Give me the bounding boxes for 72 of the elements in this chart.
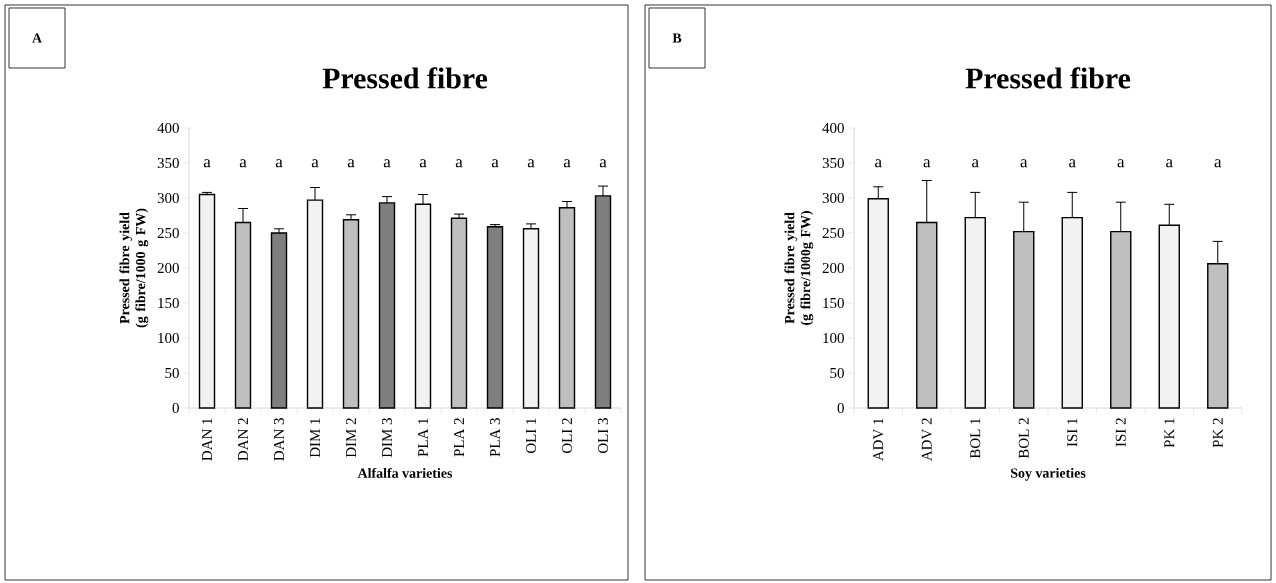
- y-tick-label: 100: [158, 332, 179, 344]
- x-tick-label: BOL 2: [1018, 418, 1029, 459]
- x-tick-label: DAN 1: [202, 418, 212, 461]
- y-tick-label: 0: [837, 402, 844, 414]
- annotation: a: [1069, 159, 1076, 168]
- annotation: a: [563, 159, 571, 168]
- annotation: a: [1020, 159, 1028, 168]
- y-tick-label: 150: [158, 297, 179, 309]
- y-tick-label: 50: [165, 367, 179, 379]
- x-tick-label: DAN 3: [273, 418, 285, 461]
- annotation: a: [239, 159, 247, 168]
- x-tick-label: DIM 3: [381, 418, 393, 458]
- x-tick-label: PK 2: [1212, 418, 1223, 448]
- y-tick-label: 200: [822, 262, 844, 274]
- bar: [450, 217, 468, 409]
- bar: [198, 193, 216, 409]
- annotation: a: [1166, 159, 1173, 168]
- y-tick-label: 250: [157, 227, 179, 239]
- annotation: a: [275, 159, 283, 168]
- annotation: a: [491, 159, 499, 168]
- annotation: a: [875, 159, 882, 168]
- x-tick-label: PLA 1: [418, 418, 428, 457]
- x-tick-label: ISI 1: [1067, 418, 1078, 447]
- y-tick-label: 150: [823, 297, 844, 309]
- annotation: a: [972, 159, 979, 168]
- annotation: a: [1214, 159, 1222, 168]
- x-tick-label: ADV 2: [921, 418, 932, 461]
- bar: [486, 226, 504, 409]
- x-tick-label: DIM 1: [310, 418, 320, 458]
- y-tick-label: 350: [822, 157, 844, 169]
- x-axis-title: Alfalfa varieties: [357, 467, 453, 478]
- text: A: [32, 33, 42, 43]
- x-tick-label: PK 1: [1164, 418, 1175, 448]
- annotation: a: [923, 159, 931, 168]
- annotation: a: [455, 159, 463, 168]
- x-tick-label: ADV 1: [873, 418, 884, 461]
- y-tick-label: 350: [157, 157, 179, 169]
- annotation: a: [599, 159, 607, 168]
- chart-title: Pressed fibre: [322, 67, 488, 89]
- annotation: a: [203, 159, 211, 168]
- x-tick-label: OLI 2: [561, 418, 573, 454]
- bar: [522, 228, 540, 409]
- x-axis-title: Soy varieties: [1010, 467, 1086, 481]
- x-tick-label: PLA 2: [454, 418, 464, 457]
- y-tick-label: 50: [830, 367, 844, 379]
- chart-title: Pressed fibre: [965, 67, 1131, 89]
- x-tick-label: OLI 1: [525, 418, 537, 454]
- annotation: a: [527, 159, 535, 168]
- annotation: a: [311, 159, 319, 168]
- x-tick-label: DAN 2: [238, 418, 248, 461]
- y-tick-label: 200: [157, 262, 179, 274]
- x-tick-label: DIM 2: [346, 418, 356, 458]
- annotation: a: [419, 159, 427, 168]
- y-tick-label: 100: [823, 332, 844, 344]
- x-tick-label: PLA 3: [489, 418, 501, 457]
- y-tick-label: 250: [822, 227, 844, 239]
- y-tick-label: 400: [822, 122, 844, 134]
- text: B: [672, 33, 682, 43]
- x-tick-label: OLI 3: [597, 418, 609, 454]
- bar: [342, 219, 360, 409]
- annotation: a: [1117, 159, 1125, 168]
- y-tick-label: 400: [157, 122, 179, 134]
- y-axis-title: Pressed fibre yield (g fibre/1000g FW): [784, 211, 814, 325]
- annotation: a: [347, 159, 355, 168]
- y-tick-label: 300: [822, 192, 844, 204]
- bar: [270, 232, 288, 409]
- x-tick-label: BOL 1: [970, 418, 981, 459]
- y-tick-label: 300: [157, 192, 179, 204]
- y-axis-title: Pressed fibre yield (g fibre/1000 g FW): [119, 208, 149, 328]
- y-tick-label: 0: [172, 402, 179, 414]
- annotation: a: [383, 159, 391, 168]
- x-tick-label: ISI 2: [1115, 418, 1126, 447]
